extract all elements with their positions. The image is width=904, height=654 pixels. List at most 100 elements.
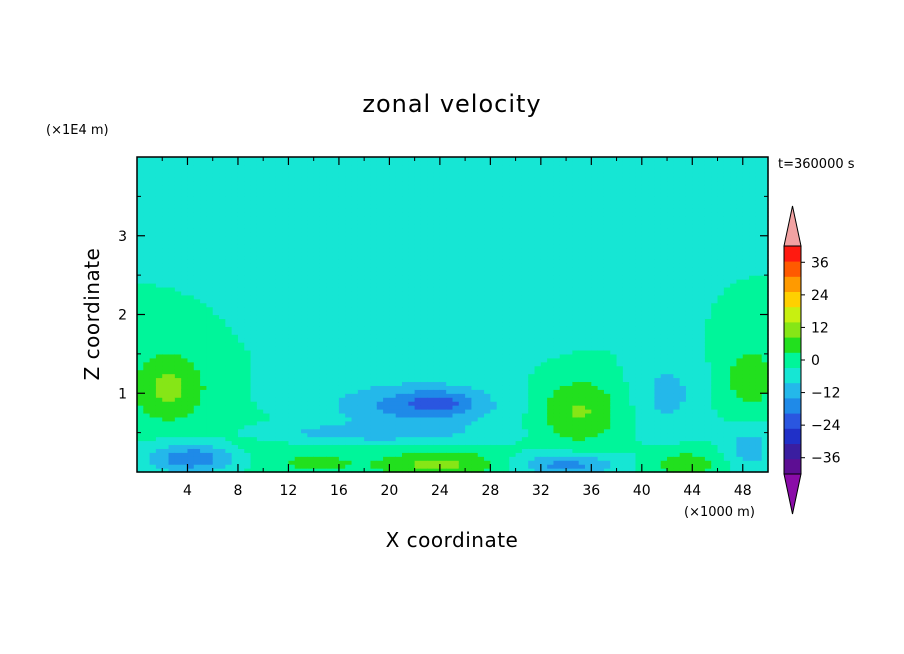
contour-cell <box>282 271 290 276</box>
contour-cell <box>496 196 504 201</box>
contour-cell <box>212 420 220 426</box>
contour-cell <box>427 196 435 201</box>
contour-cell <box>395 223 403 229</box>
contour-cell <box>181 424 189 430</box>
contour-cell <box>307 460 315 465</box>
contour-cell <box>307 373 315 379</box>
contour-cell <box>307 361 315 367</box>
contour-cell <box>206 302 214 308</box>
contour-cell <box>168 200 176 205</box>
contour-cell <box>143 259 151 264</box>
contour-cell <box>206 365 214 371</box>
contour-cell <box>193 247 201 253</box>
contour-cell <box>332 231 340 237</box>
contour-cell <box>294 160 302 166</box>
contour-cell <box>389 294 397 300</box>
contour-cell <box>155 334 163 339</box>
contour-cell <box>408 393 416 398</box>
contour-cell <box>446 180 454 186</box>
contour-cell <box>439 373 447 379</box>
contour-cell <box>307 448 315 453</box>
contour-cell <box>256 440 264 446</box>
contour-cell <box>427 243 435 249</box>
contour-cell <box>515 243 523 249</box>
contour-cell <box>301 412 308 418</box>
contour-cell <box>155 231 163 237</box>
contour-cell <box>193 322 201 327</box>
contour-cell <box>446 184 454 190</box>
contour-cell <box>465 251 473 257</box>
contour-cell <box>237 212 245 217</box>
contour-cell <box>282 298 290 304</box>
contour-cell <box>477 448 485 453</box>
contour-cell <box>307 381 315 386</box>
contour-cell <box>509 184 517 190</box>
contour-cell <box>294 389 302 394</box>
contour-cell <box>338 444 346 449</box>
contour-cell <box>357 310 365 316</box>
contour-cell <box>433 361 441 367</box>
contour-cell <box>465 192 473 197</box>
contour-cell <box>515 286 523 292</box>
contour-cell <box>351 444 359 449</box>
contour-cell <box>439 172 447 178</box>
contour-cell <box>231 365 239 371</box>
contour-cell <box>458 397 466 402</box>
contour-cell <box>332 283 340 288</box>
contour-cell <box>439 259 447 264</box>
contour-cell <box>187 397 195 402</box>
contour-cell <box>282 310 290 316</box>
contour-cell <box>269 334 277 339</box>
contour-cell <box>307 286 315 292</box>
contour-cell <box>439 314 447 320</box>
contour-cell <box>263 172 271 178</box>
contour-cell <box>496 365 504 371</box>
contour-cell <box>155 259 163 264</box>
contour-cell <box>502 180 510 186</box>
contour-cell <box>187 263 195 268</box>
contour-cell <box>219 373 226 379</box>
contour-cell <box>471 330 479 335</box>
contour-cell <box>433 271 441 276</box>
contour-cell <box>282 401 290 406</box>
contour-cell <box>256 424 264 430</box>
contour-cell <box>301 184 308 190</box>
contour-cell <box>181 271 189 276</box>
contour-cell <box>137 188 144 194</box>
contour-cell <box>408 432 416 438</box>
contour-cell <box>282 247 290 253</box>
contour-cell <box>420 192 428 197</box>
contour-cell <box>465 208 473 213</box>
contour-cell <box>395 428 403 434</box>
contour-cell <box>395 164 403 170</box>
contour-cell <box>219 448 226 453</box>
contour-cell <box>162 255 170 260</box>
contour-cell <box>395 160 403 166</box>
contour-cell <box>370 357 378 363</box>
contour-cell <box>458 160 466 166</box>
contour-cell <box>168 184 176 190</box>
contour-cell <box>332 298 340 304</box>
contour-cell <box>389 330 397 335</box>
contour-cell <box>187 416 195 422</box>
contour-cell <box>225 349 233 355</box>
contour-cell <box>370 338 378 343</box>
contour-cell <box>484 460 491 465</box>
contour-cell <box>351 393 359 398</box>
contour-cell <box>137 385 144 390</box>
contour-cell <box>137 440 144 446</box>
contour-cell <box>376 275 384 280</box>
contour-cell <box>174 342 182 347</box>
contour-cell <box>528 412 536 418</box>
contour-cell <box>521 263 529 268</box>
contour-cell <box>149 275 157 280</box>
contour-cell <box>502 330 510 335</box>
contour-cell <box>294 227 302 233</box>
contour-cell <box>376 247 384 253</box>
contour-cell <box>174 322 182 327</box>
contour-cell <box>187 373 195 379</box>
contour-cell <box>319 385 327 390</box>
contour-cell <box>319 322 327 327</box>
contour-cell <box>370 440 378 446</box>
contour-cell <box>256 310 264 316</box>
